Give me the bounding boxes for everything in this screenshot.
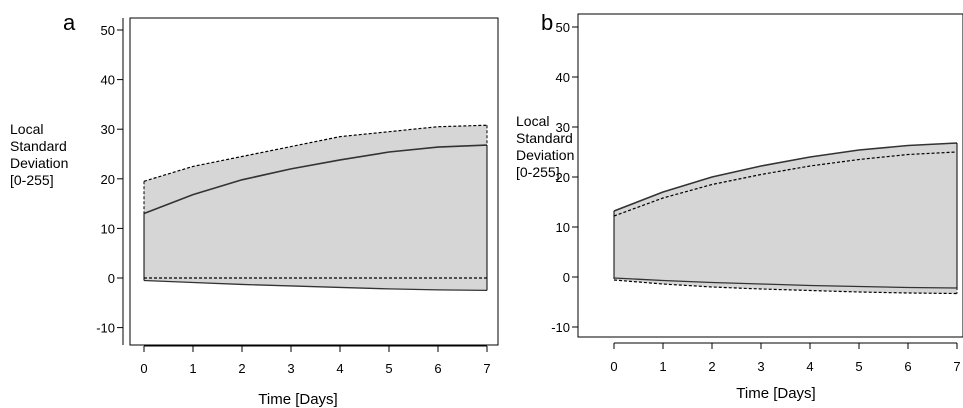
y-axis-label-line: Standard (516, 130, 573, 146)
x-tick-label: 5 (855, 359, 862, 374)
y-tick-label: 0 (108, 271, 115, 286)
x-tick-label: 4 (336, 361, 343, 376)
series-solid-upper-line (613, 142, 958, 212)
y-tick-label: 50 (556, 20, 570, 35)
y-tick-label: 10 (101, 221, 115, 236)
x-tick-label: 6 (904, 359, 911, 374)
y-axis-label-line: Standard (10, 138, 67, 154)
panel-letter: b (541, 10, 553, 35)
y-axis-label-line: Local (10, 121, 43, 137)
y-tick-label: 20 (556, 170, 570, 185)
x-tick-label: 1 (659, 359, 666, 374)
series-dashed-upper-line (613, 151, 958, 217)
y-tick-label: 10 (556, 220, 570, 235)
y-axis-label-line: [0-255] (516, 164, 560, 180)
x-tick-label: 2 (708, 359, 715, 374)
x-axis-label: Time [Days] (258, 391, 337, 408)
y-tick-label: -10 (96, 321, 115, 336)
y-tick-label: 50 (101, 23, 115, 38)
x-tick-label: 0 (140, 361, 147, 376)
x-tick-label: 5 (385, 361, 392, 376)
x-axis-label: Time [Days] (736, 385, 815, 402)
y-axis-label-line: Local (516, 113, 549, 129)
y-axis-label-line: Deviation (516, 147, 574, 163)
panel-letter: a (63, 10, 76, 35)
y-axis-label-line: Deviation (10, 155, 68, 171)
x-tick-label: 1 (189, 361, 196, 376)
y-tick-label: 0 (563, 270, 570, 285)
x-tick-label: 2 (238, 361, 245, 376)
y-tick-label: -10 (551, 320, 570, 335)
y-tick-label: 40 (556, 70, 570, 85)
x-tick-label: 7 (953, 359, 960, 374)
series-dashed-lower-line (613, 279, 958, 295)
x-tick-label: 4 (806, 359, 813, 374)
panel-a: -10 0 10 20 30 40 50 0 1 2 3 4 5 6 7 Time [Days] LocalSt… (10, 10, 499, 408)
series-dashed-upper-line (143, 124, 488, 182)
x-tick-label: 3 (757, 359, 764, 374)
y-tick-label: 30 (101, 122, 115, 137)
panel-b: -10 0 10 20 30 40 50 0 1 2 3 4 5 6 7 Time [Days] LocalSt… (516, 10, 963, 402)
y-tick-label: 30 (556, 120, 570, 135)
y-tick-label: 20 (101, 172, 115, 187)
series-solid-lower-line (143, 279, 488, 292)
x-tick-label: 6 (434, 361, 441, 376)
series-solid-lower-line (613, 277, 958, 289)
y-tick-label: 40 (101, 73, 115, 88)
x-tick-label: 7 (483, 361, 490, 376)
y-axis-label-line: [0-255] (10, 172, 54, 188)
x-tick-label: 3 (287, 361, 294, 376)
series-solid-upper-line (143, 144, 488, 215)
confidence-band (614, 143, 957, 294)
confidence-band (144, 125, 487, 291)
x-tick-label: 0 (610, 359, 617, 374)
